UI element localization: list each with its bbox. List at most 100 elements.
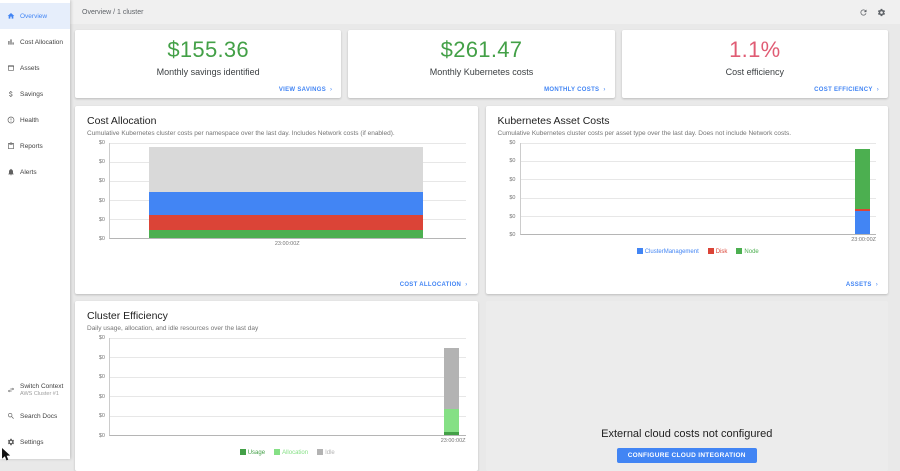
bar-segment-Node [854, 149, 870, 209]
main-area: Overview / 1 cluster $155.36 Monthly sav… [70, 0, 900, 471]
y-axis: $0 $0 $0 $0 $0 $0 [87, 140, 109, 242]
y-tick-label: $0 [509, 213, 516, 220]
savings-card: $155.36 Monthly savings identified VIEW … [75, 30, 342, 98]
gridline [520, 161, 876, 163]
efficiency-card: 1.1% Cost efficiency COST EFFICIENCY › [621, 30, 888, 98]
sidebar-item-label: Savings [20, 90, 44, 98]
legend-swatch [707, 248, 714, 254]
y-tick-label: $0 [98, 354, 105, 361]
cluster-efficiency-chart: $0 $0 $0 $0 $0 $0 23:00:00Z Usage Allocation Idle [87, 335, 466, 456]
settings-topbar-button[interactable] [877, 8, 886, 17]
bar-segment-segment-red [149, 215, 423, 231]
sidebar-item-overview[interactable]: Overview [0, 3, 70, 29]
legend-swatch [736, 248, 743, 254]
bar-segment-ClusterManagement [854, 211, 870, 234]
bar-segment-Idle [444, 347, 460, 410]
search-docs-label: Search Docs [20, 412, 58, 420]
chevron-right-icon: › [465, 282, 468, 288]
refresh-icon [859, 4, 868, 21]
legend-label: Disk [715, 249, 728, 255]
view-savings-link[interactable]: VIEW SAVINGS › [278, 87, 333, 93]
asset-costs-chart: $0 $0 $0 $0 $0 $0 23:00:00Z ClusterManagement Di… [498, 140, 876, 255]
cluster-efficiency-panel: Cluster Efficiency Daily usage, allocati… [75, 301, 478, 471]
savings-value: $155.36 [167, 37, 249, 62]
gridline [520, 143, 876, 144]
asset-costs-panel: Kubernetes Asset Costs Cumulative Kubern… [485, 106, 888, 294]
legend-swatch [274, 449, 281, 455]
x-tick-label: 23:00:00Z [440, 438, 466, 444]
y-tick-label: $0 [509, 140, 516, 146]
sidebar: Overview Cost Allocation Assets Savings … [0, 0, 70, 459]
monthly-costs-value: $261.47 [440, 37, 523, 62]
web-asset-icon [7, 59, 15, 77]
bar-segment-segment-gray [149, 146, 423, 193]
y-tick-label: $0 [509, 176, 516, 183]
legend-label: Node [744, 249, 759, 255]
sidebar-item-cost-allocation[interactable]: Cost Allocation [0, 29, 70, 55]
x-tick-label: 23:00:00Z [851, 237, 876, 243]
sidebar-item-alerts[interactable]: Alerts [0, 159, 70, 185]
middle-panels-row: Cost Allocation Cumulative Kubernetes cl… [75, 106, 888, 294]
chevron-right-icon: › [876, 87, 879, 93]
chevron-right-icon: › [603, 87, 606, 93]
sidebar-item-health[interactable]: Health [0, 107, 70, 133]
y-tick-label: $0 [98, 413, 105, 420]
external-cloud-message: External cloud costs not configured [601, 428, 773, 440]
switch-context-button[interactable]: Switch Context AWS Cluster #1 [0, 377, 70, 403]
sidebar-item-reports[interactable]: Reports [0, 133, 70, 159]
y-tick-label: $0 [509, 195, 516, 202]
panel-subtitle: Cumulative Kubernetes cluster costs per … [87, 130, 395, 137]
monthly-costs-card: $261.47 Monthly Kubernetes costs MONTHLY… [348, 30, 615, 98]
y-tick-label: $0 [98, 374, 105, 381]
monthly-costs-link[interactable]: MONTHLY COSTS › [544, 87, 606, 93]
sidebar-item-assets[interactable]: Assets [0, 55, 70, 81]
stacked-bar[interactable] [149, 143, 423, 238]
gridline [110, 338, 466, 339]
settings-label: Settings [20, 438, 44, 446]
panel-subtitle: Daily usage, allocation, and idle resour… [87, 325, 259, 332]
panel-title: Cost Allocation [87, 115, 157, 127]
stacked-bar[interactable] [854, 143, 870, 234]
y-tick-label: $0 [98, 140, 105, 146]
sidebar-item-label: Alerts [20, 168, 37, 176]
bar-segment-Allocation [444, 409, 460, 433]
stat-cards-row: $155.36 Monthly savings identified VIEW … [75, 30, 888, 98]
cost-efficiency-link[interactable]: COST EFFICIENCY › [814, 87, 879, 93]
x-tick-label: 23:00:00Z [274, 241, 300, 247]
content: $155.36 Monthly savings identified VIEW … [70, 24, 900, 471]
gear-icon [877, 4, 886, 21]
refresh-button[interactable] [859, 8, 868, 17]
cost-allocation-link[interactable]: COST ALLOCATION › [399, 282, 468, 288]
plot-area [519, 143, 876, 235]
configure-cloud-integration-button[interactable]: CONFIGURE CLOUD INTEGRATION [616, 448, 757, 463]
sidebar-item-label: Cost Allocation [20, 38, 63, 46]
efficiency-value: 1.1% [729, 37, 781, 62]
bar-segment-Disk [854, 208, 870, 212]
legend-swatch [239, 449, 246, 455]
stacked-bar[interactable] [444, 338, 460, 435]
legend-item-Node: Node [736, 248, 759, 255]
panel-title: Kubernetes Asset Costs [497, 115, 610, 127]
settings-button[interactable]: Settings [0, 429, 70, 455]
bottom-panels-row: Cluster Efficiency Daily usage, allocati… [75, 301, 888, 471]
home-icon [7, 7, 15, 25]
chevron-right-icon: › [875, 282, 878, 288]
legend-swatch [636, 248, 643, 254]
mouse-cursor [2, 448, 11, 466]
sidebar-item-label: Health [20, 116, 39, 124]
y-tick-label: $0 [509, 232, 516, 238]
gridline [520, 179, 876, 181]
chart-legend: Usage Allocation Idle [109, 449, 466, 456]
search-docs-button[interactable]: Search Docs [0, 403, 70, 429]
sidebar-nav: Overview Cost Allocation Assets Savings … [0, 0, 70, 185]
y-tick-label: $0 [509, 158, 516, 165]
dollar-icon [7, 85, 15, 103]
assets-link[interactable]: ASSETS › [845, 282, 878, 288]
sidebar-item-label: Assets [20, 64, 40, 72]
sidebar-item-savings[interactable]: Savings [0, 81, 70, 107]
cost-allocation-panel: Cost Allocation Cumulative Kubernetes cl… [75, 106, 478, 294]
legend-item-Allocation: Allocation [274, 449, 308, 456]
bar-chart-icon [7, 33, 15, 51]
topbar: Overview / 1 cluster [70, 0, 900, 24]
